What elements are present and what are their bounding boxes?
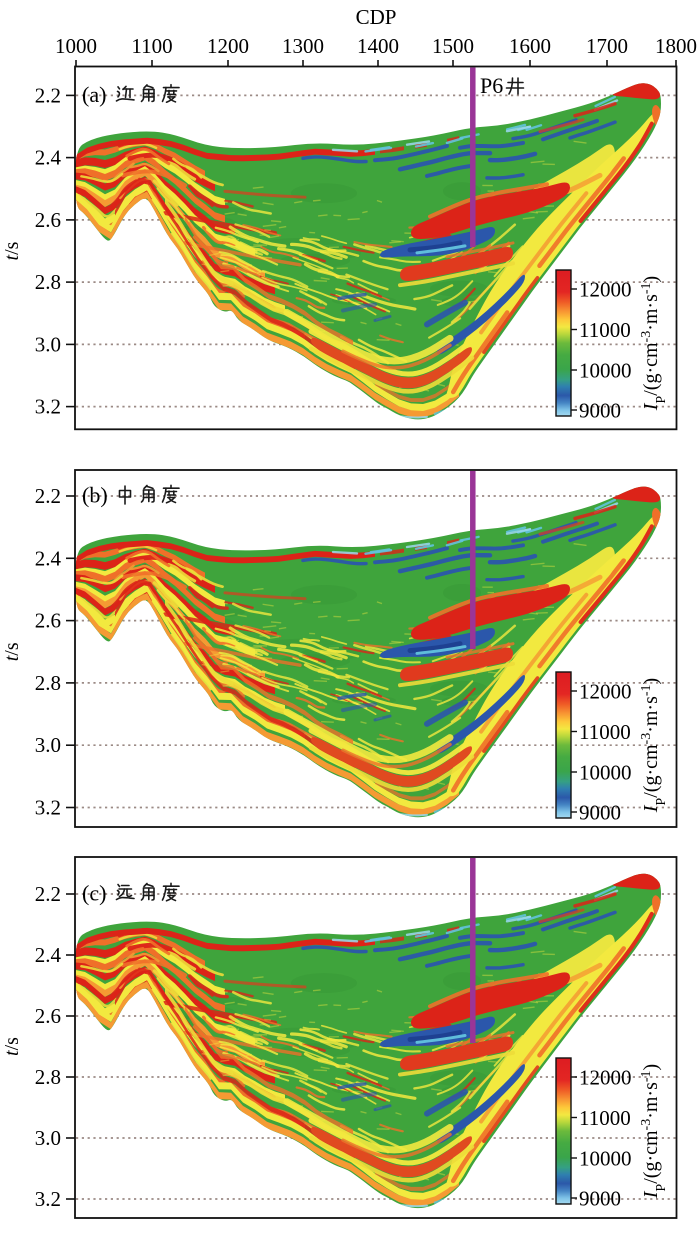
svg-text:2.6: 2.6 — [35, 609, 61, 633]
svg-text:1000: 1000 — [55, 34, 97, 58]
svg-text:3.2: 3.2 — [35, 796, 61, 820]
svg-text:2.2: 2.2 — [35, 882, 61, 906]
svg-text:1500: 1500 — [432, 34, 474, 58]
svg-text:3.0: 3.0 — [35, 733, 61, 757]
svg-text:2.6: 2.6 — [35, 1004, 61, 1028]
svg-text:(b): (b) — [82, 483, 108, 508]
svg-text:1600: 1600 — [509, 34, 551, 58]
svg-text:2.2: 2.2 — [35, 83, 61, 107]
svg-text:3.0: 3.0 — [35, 332, 61, 356]
svg-text:1800: 1800 — [655, 34, 697, 58]
svg-text:t/s: t/s — [1, 642, 23, 661]
svg-text:(a): (a) — [82, 82, 106, 107]
svg-text:t/s: t/s — [1, 1037, 23, 1056]
svg-text:2.4: 2.4 — [35, 146, 62, 170]
svg-text:t/s: t/s — [1, 241, 23, 260]
svg-text:2.2: 2.2 — [35, 484, 61, 508]
svg-text:1100: 1100 — [131, 34, 172, 58]
svg-text:P6: P6 — [480, 73, 503, 98]
svg-text:2.8: 2.8 — [35, 671, 61, 695]
svg-text:3.2: 3.2 — [35, 1187, 61, 1211]
svg-text:2.4: 2.4 — [35, 546, 62, 570]
svg-text:1400: 1400 — [357, 34, 399, 58]
svg-text:3.2: 3.2 — [35, 395, 61, 419]
svg-text:2.8: 2.8 — [35, 270, 61, 294]
svg-text:2.8: 2.8 — [35, 1065, 61, 1089]
svg-text:2.6: 2.6 — [35, 208, 61, 232]
svg-text:1700: 1700 — [586, 34, 628, 58]
svg-text:2.4: 2.4 — [35, 943, 62, 967]
svg-text:3.0: 3.0 — [35, 1126, 61, 1150]
svg-text:1200: 1200 — [207, 34, 249, 58]
svg-text:(c): (c) — [82, 881, 106, 906]
svg-text:1300: 1300 — [282, 34, 324, 58]
svg-text:CDP: CDP — [356, 5, 397, 29]
